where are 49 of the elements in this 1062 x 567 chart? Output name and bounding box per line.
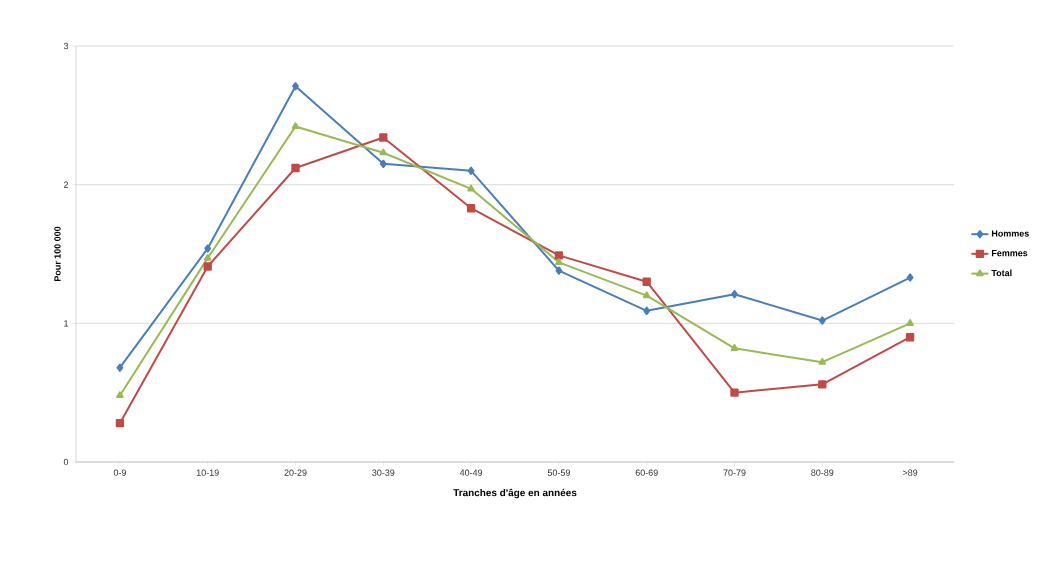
point xyxy=(730,344,739,351)
y-axis-title: Pour 100 000 xyxy=(54,226,61,282)
x-tick-label: 60-69 xyxy=(635,469,658,476)
y-tick-label: 3 xyxy=(63,42,69,50)
point xyxy=(467,184,475,192)
x-tick-label: >89 xyxy=(902,469,918,476)
point xyxy=(291,122,300,130)
point xyxy=(554,251,564,260)
point xyxy=(642,291,651,299)
point xyxy=(818,357,827,365)
x-axis-title: Tranches d'âge en années xyxy=(453,488,577,499)
point xyxy=(379,159,387,169)
point xyxy=(555,266,563,275)
point xyxy=(906,319,914,326)
point xyxy=(379,133,388,142)
x-tick-label: 0-9 xyxy=(113,469,126,476)
point xyxy=(466,204,476,213)
point xyxy=(818,380,827,389)
point xyxy=(115,418,125,428)
y-tick-label: 0 xyxy=(63,458,69,466)
point xyxy=(905,333,915,342)
point xyxy=(906,273,914,282)
x-tick-label: 50-59 xyxy=(547,469,570,476)
point xyxy=(642,277,651,286)
legend-label: Hommes xyxy=(991,230,1029,237)
point xyxy=(116,391,124,399)
point xyxy=(292,82,299,91)
x-tick-label: 10-19 xyxy=(196,469,219,476)
x-tick-label: 70-79 xyxy=(723,469,746,476)
point xyxy=(204,244,212,253)
point xyxy=(818,316,826,325)
point xyxy=(555,258,563,265)
point xyxy=(116,363,124,372)
point xyxy=(731,290,738,299)
point xyxy=(203,262,212,271)
legend-label: Total xyxy=(991,269,1012,277)
legend-label: Femmes xyxy=(991,250,1028,257)
x-tick-label: 40-49 xyxy=(459,469,483,476)
point xyxy=(203,253,212,261)
point xyxy=(643,306,651,316)
point xyxy=(379,148,388,156)
x-tick-label: 30-39 xyxy=(372,469,395,476)
y-tick-label: 2 xyxy=(63,181,69,188)
x-tick-label: 20-29 xyxy=(284,469,307,476)
point xyxy=(730,388,739,397)
y-tick-label: 1 xyxy=(64,320,69,327)
point xyxy=(467,166,475,175)
x-tick-label: 80-89 xyxy=(811,469,834,476)
point xyxy=(291,163,300,173)
